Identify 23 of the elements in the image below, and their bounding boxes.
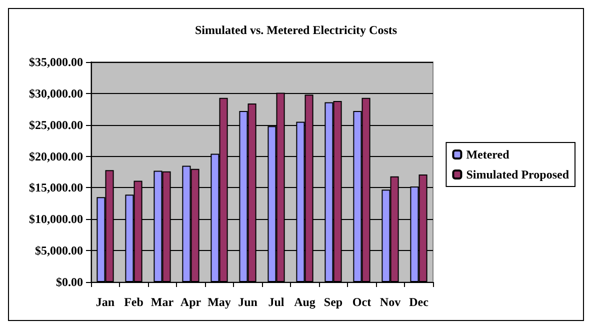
legend-label: Metered [466, 148, 510, 162]
x-tick-label: Oct [352, 295, 372, 309]
x-tick-label: Jun [238, 295, 258, 309]
y-tick-label: $0.00 [56, 275, 83, 289]
x-tick-label: Jan [96, 295, 115, 309]
y-tick-label: $5,000.00 [35, 244, 83, 258]
x-tick-label: May [208, 295, 231, 309]
y-tick-label: $25,000.00 [29, 118, 83, 132]
x-tick-label: Aug [294, 295, 316, 309]
y-tick-label: $30,000.00 [29, 86, 83, 100]
x-tick-label: Mar [150, 295, 174, 309]
x-tick-label: Nov [380, 295, 401, 309]
chart-title: Simulated vs. Metered Electricity Costs [194, 23, 398, 37]
x-tick-label: Apr [180, 295, 202, 309]
x-tick-label: Sep [324, 295, 343, 309]
y-tick-label: $20,000.00 [29, 149, 83, 164]
legend-label: Simulated Proposed [466, 168, 570, 182]
x-tick-label: Dec [409, 295, 430, 309]
x-tick-label: Jul [268, 295, 285, 309]
y-tick-label: $15,000.00 [29, 180, 83, 195]
x-tick-label: Feb [124, 295, 144, 309]
y-tick-label: $10,000.00 [29, 212, 83, 226]
y-tick-label: $35,000.00 [29, 55, 83, 69]
